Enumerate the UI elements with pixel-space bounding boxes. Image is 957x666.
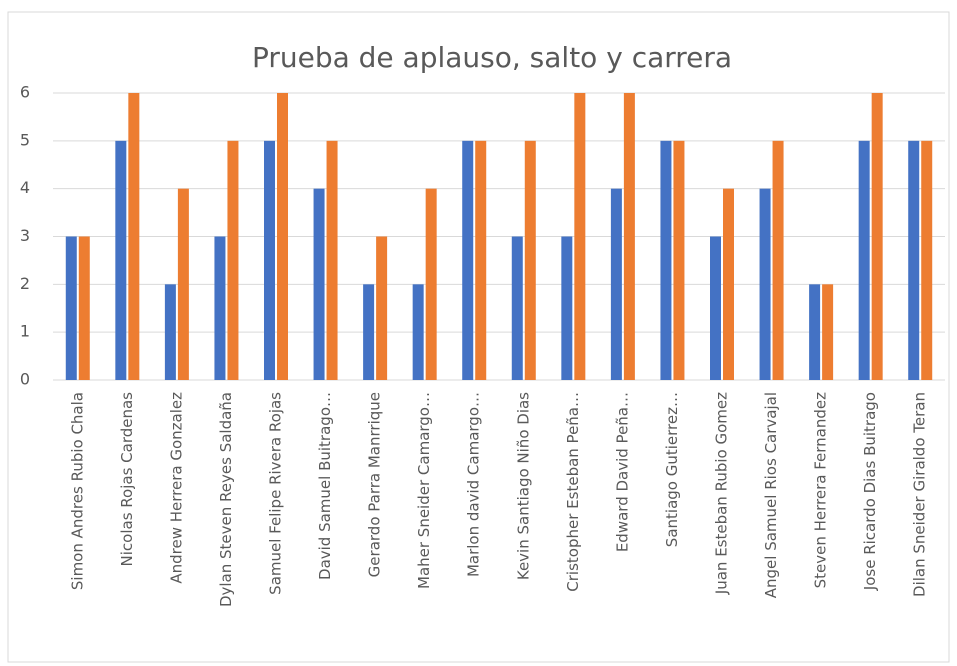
- x-tick-label: Gerardo Parra Manrrique: [366, 392, 384, 577]
- bar: [809, 284, 821, 380]
- bar: [313, 188, 325, 380]
- bar: [908, 140, 920, 380]
- x-tick-label: Dilan Sneider Giraldo Teran: [911, 392, 929, 597]
- bar: [78, 236, 90, 380]
- bar: [610, 188, 622, 380]
- bar: [822, 284, 834, 380]
- bar: [673, 140, 685, 380]
- y-tick-label: 4: [20, 178, 30, 197]
- bar: [660, 140, 672, 380]
- bar: [871, 93, 883, 380]
- x-tick-label: Santiago Gutierrez…: [663, 392, 681, 547]
- bar: [475, 140, 487, 380]
- bar: [921, 140, 933, 380]
- x-tick-label: Angel Samuel Rios Carvajal: [762, 392, 780, 598]
- bar: [326, 140, 338, 380]
- bar: [177, 188, 189, 380]
- bar: [425, 188, 437, 380]
- bar: [462, 140, 474, 380]
- y-tick-label: 0: [20, 370, 30, 389]
- x-tick-label: Nicolas Rojas Cardenas: [118, 392, 136, 567]
- bar: [412, 284, 424, 380]
- x-tick-label: Steven Herrera Fernandez: [812, 392, 830, 589]
- bar: [858, 140, 870, 380]
- bar: [214, 236, 226, 380]
- x-tick-label: Samuel Felipe Rivera Rojas: [267, 392, 285, 595]
- bar: [511, 236, 523, 380]
- bar: [561, 236, 573, 380]
- bar: [772, 140, 784, 380]
- y-tick-label: 1: [20, 322, 30, 341]
- bar: [277, 93, 288, 380]
- bar: [524, 140, 536, 380]
- x-tick-label: Juan Esteban Rubio Gomez: [713, 392, 731, 595]
- bar: [227, 140, 239, 380]
- x-tick-label: Simon Andres Rubio Chala: [68, 392, 86, 590]
- x-tick-label: Jose Ricardo Dias Buitrago: [861, 392, 879, 591]
- bar: [376, 236, 388, 380]
- bar: [65, 236, 77, 380]
- x-tick-label: Dylan Steven Reyes Saldaña: [217, 392, 235, 607]
- x-tick-label: Maher Sneider Camargo…: [415, 392, 433, 589]
- bar: [574, 93, 586, 380]
- x-tick-label: Marlon david Camargo…: [465, 392, 483, 577]
- bar: [723, 188, 734, 380]
- bar: [363, 284, 375, 380]
- bar: [128, 93, 140, 380]
- bar: [115, 140, 127, 380]
- y-tick-label: 6: [20, 83, 30, 102]
- x-tick-label: Andrew Herrera Gonzalez: [167, 392, 185, 584]
- bar: [264, 140, 275, 380]
- x-tick-label: Cristopher Esteban Peña…: [564, 392, 582, 592]
- y-tick-label: 5: [20, 130, 30, 149]
- x-tick-label: Kevin Santiago Niño Dias: [514, 392, 532, 580]
- bar: [164, 284, 176, 380]
- x-tick-label: David Samuel Buitrago…: [316, 392, 334, 580]
- x-tick-label: Edward David Peña…: [613, 392, 631, 552]
- y-tick-label: 3: [20, 226, 30, 245]
- bar: [710, 236, 721, 380]
- chart-title: Prueba de aplauso, salto y carrera: [252, 41, 732, 74]
- bar: [623, 93, 635, 380]
- bar: [759, 188, 771, 380]
- y-tick-label: 2: [20, 274, 30, 293]
